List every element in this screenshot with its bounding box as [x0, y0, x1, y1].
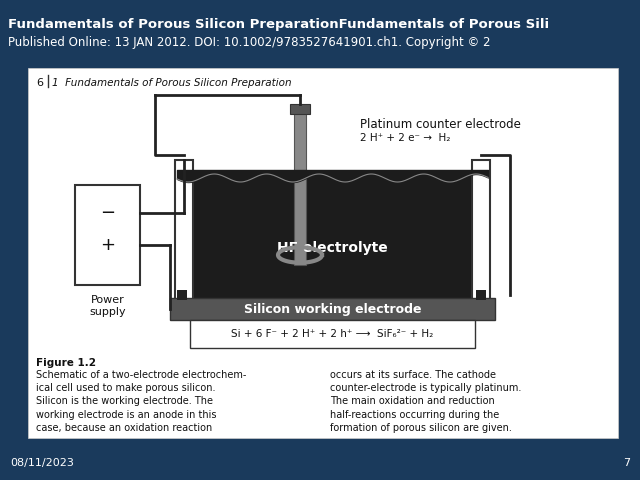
FancyBboxPatch shape [177, 170, 488, 300]
Text: Published Online: 13 JAN 2012. DOI: 10.1002/9783527641901.ch1. Copyright © 2: Published Online: 13 JAN 2012. DOI: 10.1… [8, 36, 490, 49]
Text: Si + 6 F⁻ + 2 H⁺ + 2 h⁺ ⟶  SiF₆²⁻ + H₂: Si + 6 F⁻ + 2 H⁺ + 2 h⁺ ⟶ SiF₆²⁻ + H₂ [232, 329, 434, 339]
Text: 08/11/2023: 08/11/2023 [10, 458, 74, 468]
FancyBboxPatch shape [170, 298, 495, 320]
FancyBboxPatch shape [75, 185, 140, 285]
Text: +: + [100, 236, 115, 254]
FancyBboxPatch shape [28, 68, 618, 438]
Text: Power
supply: Power supply [89, 295, 126, 317]
FancyBboxPatch shape [472, 160, 490, 300]
FancyBboxPatch shape [177, 290, 187, 300]
Text: 2 H⁺ + 2 e⁻ →  H₂: 2 H⁺ + 2 e⁻ → H₂ [360, 133, 451, 143]
FancyBboxPatch shape [175, 160, 193, 300]
FancyBboxPatch shape [476, 290, 486, 300]
Text: 7: 7 [623, 458, 630, 468]
Text: −: − [100, 204, 115, 222]
Text: 6: 6 [36, 78, 43, 88]
FancyBboxPatch shape [294, 110, 306, 265]
Text: HF electrolyte: HF electrolyte [277, 241, 388, 255]
Text: Platinum counter electrode: Platinum counter electrode [360, 118, 521, 131]
Text: 1  Fundamentals of Porous Silicon Preparation: 1 Fundamentals of Porous Silicon Prepara… [52, 78, 292, 88]
Text: occurs at its surface. The cathode
counter-electrode is typically platinum.
The : occurs at its surface. The cathode count… [330, 370, 522, 433]
Text: Schematic of a two-electrode electrochem-
ical cell used to make porous silicon.: Schematic of a two-electrode electrochem… [36, 370, 246, 433]
FancyBboxPatch shape [290, 104, 310, 114]
FancyBboxPatch shape [0, 0, 640, 58]
Text: Figure 1.2: Figure 1.2 [36, 358, 96, 368]
FancyBboxPatch shape [190, 320, 475, 348]
Text: Fundamentals of Porous Silicon PreparationFundamentals of Porous Sili: Fundamentals of Porous Silicon Preparati… [8, 18, 549, 31]
Text: Silicon working electrode: Silicon working electrode [244, 302, 421, 315]
